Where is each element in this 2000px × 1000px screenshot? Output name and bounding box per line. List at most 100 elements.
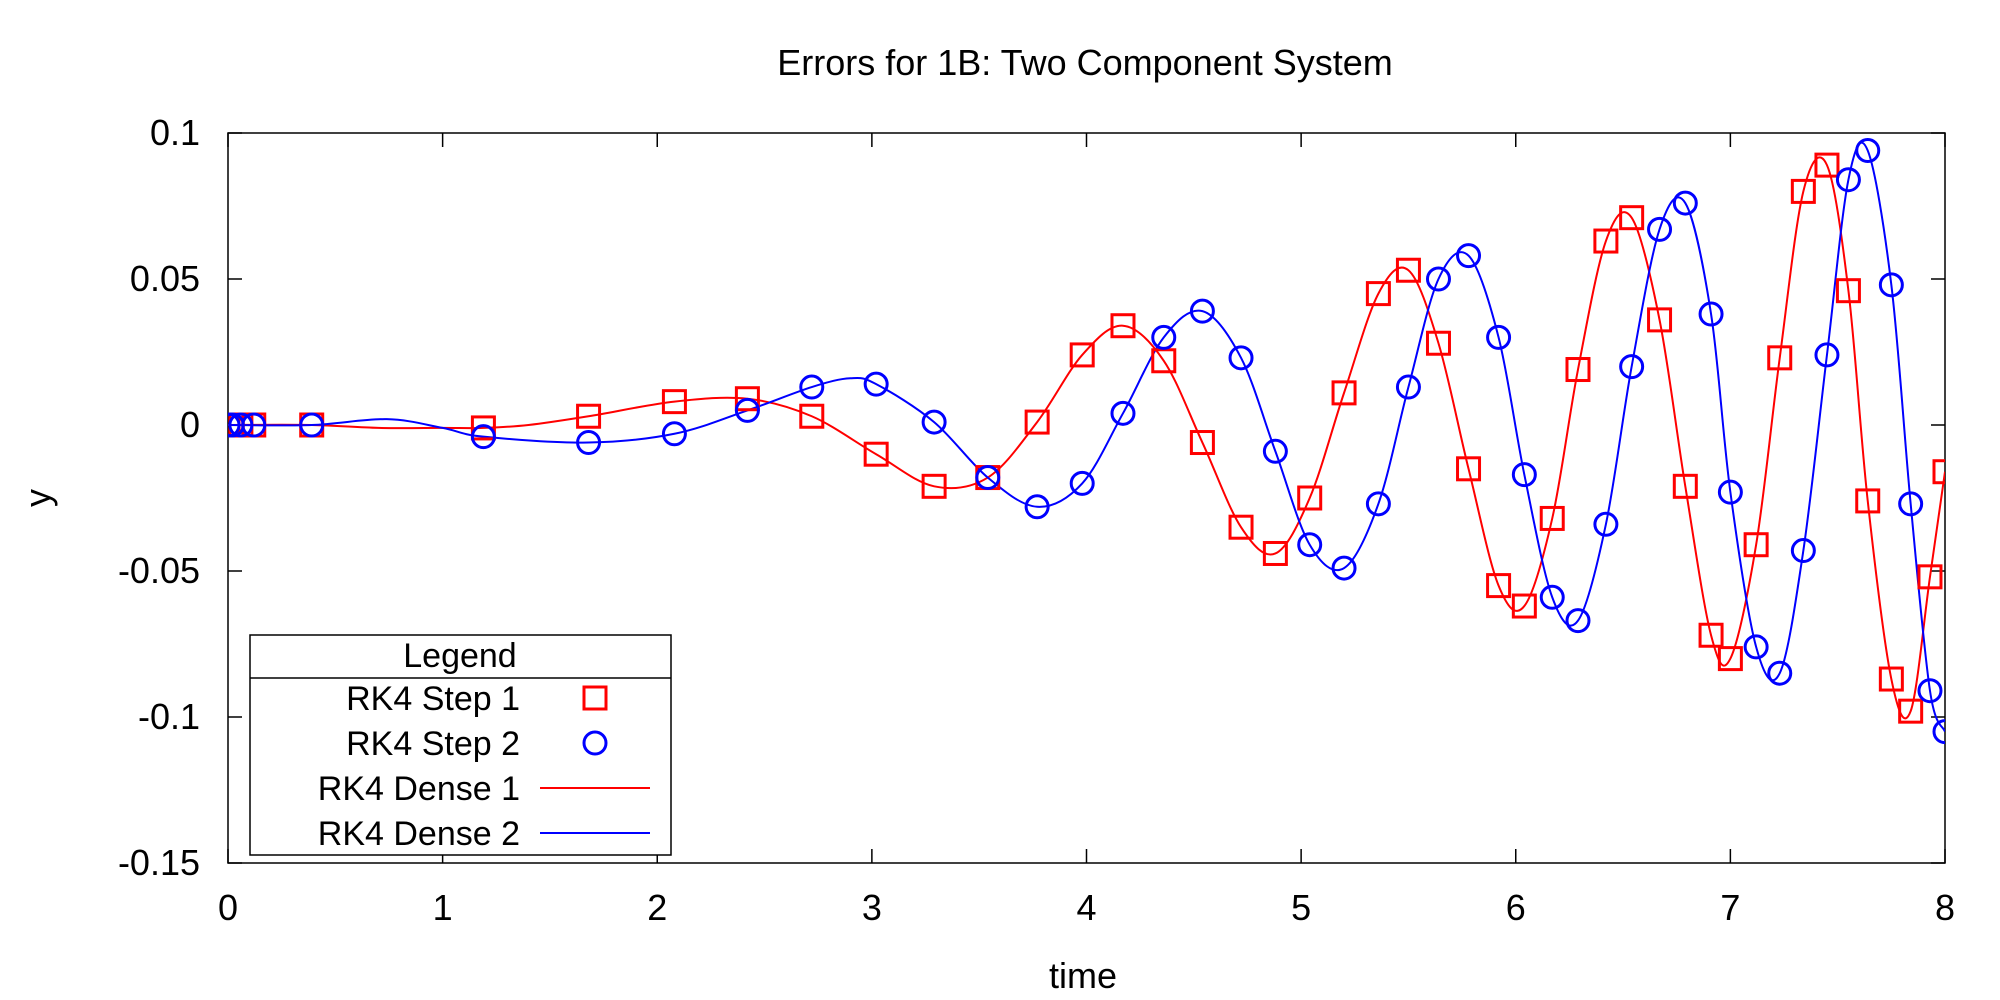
data-point-square [1189, 430, 1215, 456]
data-point-circle [241, 412, 267, 438]
data-point-square [863, 441, 889, 467]
data-point-circle [1619, 354, 1645, 380]
data-point-square [1593, 228, 1619, 254]
data-point-circle [921, 409, 947, 435]
data-point-circle [1855, 138, 1881, 164]
data-point-square [1647, 307, 1673, 333]
x-tick-label: 7 [1720, 887, 1740, 928]
x-tick-label: 8 [1935, 887, 1955, 928]
data-point-circle [1486, 324, 1512, 350]
data-point-circle [661, 421, 687, 447]
y-tick-label: 0 [180, 404, 200, 445]
y-axis: 0.1 0.05 0 -0.05 -0.1 -0.15 [118, 112, 1945, 883]
data-point-square [1717, 646, 1743, 672]
data-point-square [1932, 459, 1945, 485]
data-point-square [1486, 573, 1512, 599]
data-point-circle [1898, 491, 1924, 517]
data-point-circle [1814, 342, 1840, 368]
legend-entry-label: RK4 Dense 2 [318, 815, 520, 853]
data-point-circle [1698, 301, 1724, 327]
data-point-circle [1539, 584, 1565, 610]
data-point-square [1262, 540, 1288, 566]
data-point-circle [1262, 438, 1288, 464]
data-point-circle [799, 374, 825, 400]
data-point-circle [1151, 324, 1177, 350]
data-point-circle [1331, 555, 1357, 581]
data-point-circle [1878, 272, 1904, 298]
x-tick-label: 1 [433, 887, 453, 928]
plot-area [228, 138, 1945, 745]
data-point-square [921, 473, 947, 499]
chart-title: Errors for 1B: Two Component System [777, 42, 1393, 83]
data-point-square [1069, 342, 1095, 368]
data-point-square [1024, 409, 1050, 435]
data-point-circle [1365, 491, 1391, 517]
x-tick-label: 0 [218, 887, 238, 928]
data-point-circle [1767, 660, 1793, 686]
data-point-circle [1069, 470, 1095, 496]
data-point-circle [1395, 374, 1421, 400]
data-point-square [734, 386, 760, 412]
x-axis-label: time [1049, 955, 1117, 996]
legend: Legend RK4 Step 1 RK4 Step 2 RK4 Dense 1 RK… [249, 634, 672, 856]
y-tick-label: 0.1 [150, 112, 200, 153]
data-point-circle [1425, 266, 1451, 292]
y-tick-label: -0.15 [118, 842, 200, 883]
data-point-circle [576, 430, 602, 456]
data-point-circle [1835, 167, 1861, 193]
data-point-circle [863, 371, 889, 397]
data-point-square [799, 403, 825, 429]
data-point-square [1539, 505, 1565, 531]
data-point-square [1619, 205, 1645, 231]
data-point-circle [975, 465, 1001, 491]
legend-entry-label: RK4 Dense 1 [318, 770, 520, 808]
x-tick-label: 6 [1506, 887, 1526, 928]
series-markers-rk4-step-2 [228, 138, 1945, 745]
data-point-square [1672, 473, 1698, 499]
data-point-circle [1790, 538, 1816, 564]
x-axis: 0 1 2 3 4 5 6 7 8 [218, 133, 1955, 928]
data-point-square [1917, 564, 1943, 590]
data-point-square [1878, 666, 1904, 692]
data-point-square [1743, 532, 1769, 558]
data-point-square [1898, 698, 1924, 724]
data-point-circle [1511, 462, 1537, 488]
data-point-circle [228, 412, 254, 438]
data-point-square [1365, 281, 1391, 307]
y-tick-label: 0.05 [130, 258, 200, 299]
y-tick-label: -0.1 [138, 696, 200, 737]
data-point-square [1425, 330, 1451, 356]
data-point-square [1331, 380, 1357, 406]
data-point-circle [1932, 719, 1945, 745]
legend-box [249, 634, 672, 856]
data-point-square [1228, 514, 1254, 540]
data-point-circle [1917, 678, 1943, 704]
data-point-square [1395, 257, 1421, 283]
data-point-circle [228, 412, 241, 438]
data-point-square [1698, 622, 1724, 648]
x-tick-label: 2 [647, 887, 667, 928]
data-point-circle [1647, 216, 1673, 242]
data-point-circle [1228, 345, 1254, 371]
data-point-circle [470, 424, 496, 450]
data-point-circle [734, 397, 760, 423]
data-point-square [1855, 488, 1881, 514]
data-point-circle [1672, 190, 1698, 216]
legend-square-sample [582, 685, 608, 711]
data-point-square [1110, 313, 1136, 339]
data-point-square [576, 403, 602, 429]
data-point-square [1565, 357, 1591, 383]
data-point-square [1814, 152, 1840, 178]
x-tick-label: 5 [1291, 887, 1311, 928]
legend-circle-sample [582, 730, 608, 756]
data-point-circle [1717, 479, 1743, 505]
data-point-circle [299, 412, 325, 438]
x-tick-label: 3 [862, 887, 882, 928]
data-point-circle [1024, 494, 1050, 520]
data-point-square [1456, 456, 1482, 482]
data-point-square [1790, 178, 1816, 204]
legend-entry-label: RK4 Step 2 [346, 725, 520, 763]
data-point-square [1767, 345, 1793, 371]
y-tick-label: -0.05 [118, 550, 200, 591]
